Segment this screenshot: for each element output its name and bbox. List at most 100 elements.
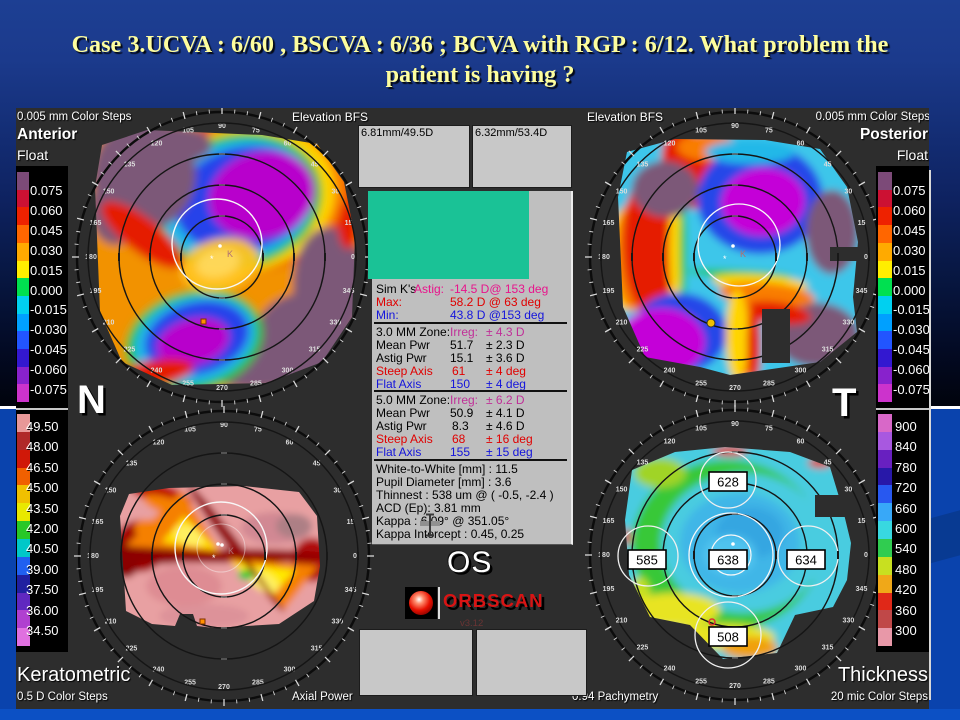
svg-text:315: 315 (822, 347, 834, 354)
svg-text:90: 90 (218, 123, 226, 130)
svg-text:90: 90 (731, 421, 739, 428)
svg-text:60: 60 (284, 141, 292, 148)
svg-text:*: * (210, 254, 214, 264)
svg-text:15: 15 (858, 220, 866, 227)
svg-text:330: 330 (843, 618, 855, 625)
svg-text:345: 345 (856, 586, 868, 593)
svg-text:150: 150 (616, 487, 628, 494)
svg-text:240: 240 (664, 665, 676, 672)
svg-text:105: 105 (695, 426, 707, 433)
svg-text:300: 300 (282, 367, 294, 374)
svg-text:285: 285 (252, 680, 264, 687)
svg-text:75: 75 (252, 128, 260, 135)
svg-text:60: 60 (797, 141, 805, 148)
svg-text:270: 270 (216, 385, 228, 392)
svg-text:15: 15 (345, 220, 353, 227)
svg-text:638: 638 (717, 553, 739, 568)
svg-text:195: 195 (603, 288, 615, 295)
svg-text:345: 345 (345, 587, 357, 594)
svg-text:628: 628 (717, 475, 739, 490)
svg-text:255: 255 (184, 680, 196, 687)
svg-text:120: 120 (153, 440, 165, 447)
svg-text:0: 0 (864, 254, 868, 261)
svg-text:180: 180 (598, 254, 610, 261)
svg-text:165: 165 (92, 519, 104, 526)
svg-text:180: 180 (87, 553, 99, 560)
svg-text:195: 195 (92, 587, 104, 594)
svg-text:195: 195 (90, 288, 102, 295)
svg-text:0: 0 (351, 254, 355, 261)
svg-text:165: 165 (603, 220, 615, 227)
svg-text:210: 210 (616, 320, 628, 327)
svg-text:330: 330 (332, 619, 344, 626)
svg-text:285: 285 (763, 381, 775, 388)
svg-text:195: 195 (603, 586, 615, 593)
svg-text:K: K (740, 249, 746, 259)
svg-text:K: K (227, 249, 233, 259)
svg-text:120: 120 (151, 141, 163, 148)
svg-text:45: 45 (311, 161, 319, 168)
svg-text:345: 345 (343, 288, 355, 295)
svg-text:270: 270 (729, 683, 741, 690)
svg-text:150: 150 (103, 189, 115, 196)
svg-text:105: 105 (182, 128, 194, 135)
svg-text:75: 75 (254, 427, 262, 434)
svg-text:300: 300 (795, 665, 807, 672)
svg-text:0: 0 (864, 552, 868, 559)
svg-text:15: 15 (347, 519, 355, 526)
svg-text:634: 634 (795, 553, 817, 568)
svg-text:255: 255 (695, 679, 707, 686)
svg-text:255: 255 (695, 381, 707, 388)
svg-text:15: 15 (858, 518, 866, 525)
svg-text:60: 60 (286, 440, 294, 447)
svg-text:240: 240 (153, 666, 165, 673)
svg-text:240: 240 (151, 367, 163, 374)
svg-text:508: 508 (717, 630, 739, 645)
svg-text:225: 225 (637, 645, 649, 652)
svg-text:585: 585 (636, 553, 658, 568)
svg-text:105: 105 (695, 128, 707, 135)
svg-text:135: 135 (637, 459, 649, 466)
svg-text:120: 120 (664, 439, 676, 446)
svg-text:225: 225 (637, 347, 649, 354)
svg-text:210: 210 (103, 320, 115, 327)
svg-text:165: 165 (603, 518, 615, 525)
svg-text:150: 150 (616, 189, 628, 196)
svg-text:90: 90 (731, 123, 739, 130)
svg-text:75: 75 (765, 128, 773, 135)
svg-text:60: 60 (797, 439, 805, 446)
svg-text:180: 180 (598, 552, 610, 559)
svg-text:90: 90 (220, 422, 228, 429)
svg-text:270: 270 (218, 684, 230, 691)
svg-text:*: * (212, 553, 216, 563)
svg-text:45: 45 (824, 161, 832, 168)
svg-text:45: 45 (313, 460, 321, 467)
svg-text:165: 165 (90, 220, 102, 227)
svg-text:135: 135 (124, 161, 136, 168)
svg-text:30: 30 (332, 189, 340, 196)
svg-text:270: 270 (729, 385, 741, 392)
svg-text:345: 345 (856, 288, 868, 295)
svg-text:*: * (723, 254, 727, 264)
svg-text:315: 315 (311, 646, 323, 653)
svg-text:210: 210 (105, 619, 117, 626)
svg-text:225: 225 (126, 646, 138, 653)
svg-text:180: 180 (85, 254, 97, 261)
svg-text:315: 315 (309, 347, 321, 354)
svg-text:210: 210 (616, 618, 628, 625)
svg-text:315: 315 (822, 645, 834, 652)
svg-text:135: 135 (637, 161, 649, 168)
svg-text:120: 120 (664, 141, 676, 148)
svg-text:105: 105 (184, 427, 196, 434)
svg-text:285: 285 (250, 381, 262, 388)
svg-text:300: 300 (795, 367, 807, 374)
svg-text:225: 225 (124, 347, 136, 354)
svg-text:330: 330 (843, 320, 855, 327)
svg-text:255: 255 (182, 381, 194, 388)
svg-text:75: 75 (765, 426, 773, 433)
svg-text:30: 30 (845, 189, 853, 196)
svg-text:330: 330 (330, 320, 342, 327)
svg-text:240: 240 (664, 367, 676, 374)
svg-text:285: 285 (763, 679, 775, 686)
svg-text:K: K (228, 546, 234, 556)
